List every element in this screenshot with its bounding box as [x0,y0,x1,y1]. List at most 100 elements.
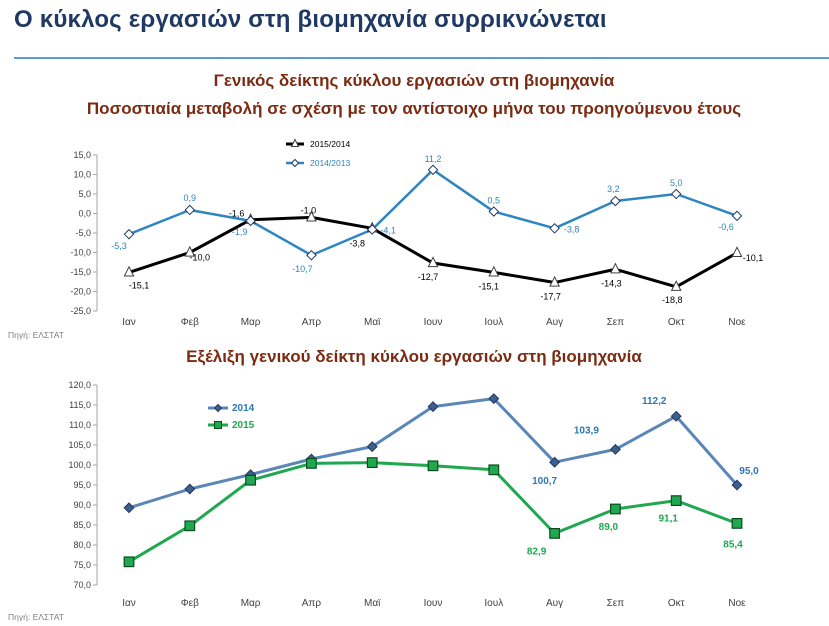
data-point-marker [609,262,621,274]
data-point-marker [184,520,196,532]
data-label: 0,5 [488,196,501,206]
legend-label: 2014/2013 [310,158,350,168]
data-label: -15,1 [129,280,150,290]
x-tick-label: Ιαν [122,598,136,609]
y-tick-label: 10,0 [73,170,91,180]
data-point-marker [670,495,682,506]
y-tick-label: -15,0 [70,267,91,277]
data-label: -3,8 [349,238,365,248]
data-point-marker [731,517,743,529]
data-label: 100,7 [532,476,557,487]
data-point-marker [549,223,560,234]
x-tick-label: Μαρ [241,598,261,609]
data-point-marker [123,556,135,568]
title-divider [14,57,829,59]
data-point-marker [609,503,621,515]
data-label: 0,9 [184,193,197,203]
data-point-marker [123,228,135,240]
data-label: 3,2 [607,184,620,194]
x-tick-label: Ιουλ [484,598,503,609]
y-tick-label: 100,0 [68,460,91,470]
chart-subtitle-pct: Ποσοστιαία μεταβολή σε σχέση με τον αντί… [87,99,741,118]
data-point-marker [427,256,439,268]
x-tick-label: Νοε [728,317,746,328]
legend-marker [213,403,223,413]
legend-label: 2014 [232,403,255,414]
y-tick-label: -5,0 [75,228,91,238]
series-line-2015 [128,461,738,564]
data-point-marker [488,393,500,405]
data-point-marker [549,275,561,287]
x-tick-label: Απρ [302,317,322,328]
data-label: -3,8 [564,224,580,234]
data-label: 91,1 [658,514,678,525]
data-label: -0,6 [718,222,734,232]
y-tick-label: 0,0 [78,209,91,219]
x-tick-label: Σεπ [607,317,625,328]
data-point-marker [549,527,560,539]
data-label: 95,0 [739,466,759,477]
legend-marker [290,138,300,147]
data-point-marker [245,474,257,486]
data-label: -10,1 [743,253,764,263]
chart-title-idx: Εξέλιξη γενικού δείκτη κύκλου εργασιών σ… [186,347,642,366]
y-tick-label: -20,0 [70,287,91,297]
data-point-marker [610,195,621,207]
y-tick-label: -10,0 [70,248,91,258]
data-label: -15,1 [479,281,500,291]
y-tick-label: -25,0 [70,306,91,316]
data-label: -10,7 [292,264,313,274]
data-point-marker [184,245,196,257]
data-point-marker [731,210,743,222]
legend-marker [214,421,222,429]
data-point-marker [549,456,561,468]
data-label: -14,3 [601,278,622,288]
legend-marker [290,158,300,168]
data-point-marker [306,458,317,469]
data-point-marker [670,188,682,200]
y-tick-label: 110,0 [69,420,91,430]
data-label: -5,3 [111,241,127,251]
x-tick-label: Οκτ [668,598,685,609]
data-point-marker [245,215,256,227]
data-point-marker [609,443,621,455]
data-label: -17,7 [540,292,561,302]
series-line-2014 [128,397,739,510]
y-tick-label: 85,0 [73,520,91,530]
x-tick-label: Σεπ [607,598,625,609]
x-tick-label: Μαϊ [364,598,381,609]
x-tick-label: Απρ [302,598,322,609]
y-tick-label: 115,0 [69,400,91,410]
data-label: -1,6 [229,209,245,219]
data-point-marker [366,441,378,453]
data-point-marker [427,164,439,176]
page-title: Ο κύκλος εργασιών στη βιομηχανία συρρικν… [14,6,607,33]
data-point-marker [731,479,743,491]
x-tick-label: Οκτ [668,317,685,328]
data-label: -1,0 [301,205,317,215]
data-point-marker [670,280,682,291]
y-tick-label: 120,0 [68,380,91,390]
data-label: -12,7 [418,272,439,282]
data-point-marker [184,483,196,495]
data-label: 82,9 [527,546,547,557]
data-label: 11,2 [425,154,442,164]
x-tick-label: Φεβ [181,317,199,328]
data-label: -4,1 [380,225,396,235]
data-point-marker [305,210,317,222]
series-line-2014-2013 [128,168,738,257]
data-label: 112,2 [642,396,667,407]
x-tick-label: Νοε [728,598,746,609]
y-tick-label: 5,0 [78,189,91,199]
legend-label: 2015 [232,420,255,431]
data-point-marker [184,204,196,216]
x-tick-label: Μαρ [241,317,261,328]
data-point-marker [427,401,439,413]
y-tick-label: 80,0 [73,540,91,550]
data-point-marker [670,410,682,422]
x-tick-label: Φεβ [181,598,199,609]
data-label: -18,8 [662,295,683,305]
data-label: 85,4 [723,539,743,550]
y-tick-label: 15,0 [73,150,91,160]
